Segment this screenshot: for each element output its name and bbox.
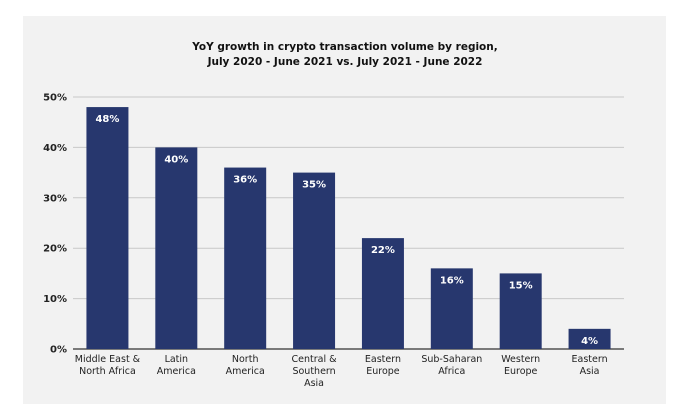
x-tick-label-line: Eastern bbox=[365, 354, 401, 365]
bar bbox=[568, 328, 611, 349]
bar bbox=[293, 172, 336, 349]
x-tick-label-line: America bbox=[226, 366, 265, 377]
data-label: 35% bbox=[302, 180, 326, 191]
bar bbox=[155, 147, 198, 349]
data-label: 16% bbox=[440, 275, 464, 286]
chart-panel bbox=[23, 16, 666, 404]
chart-title-line: July 2020 - June 2021 vs. July 2021 - Ju… bbox=[207, 56, 483, 68]
x-tick-label-line: Central & bbox=[292, 354, 338, 365]
x-tick-label: Latin America bbox=[157, 354, 196, 377]
x-tick-label: Western Europe bbox=[501, 354, 540, 377]
x-tick-label: Eastern Europe bbox=[365, 354, 401, 377]
bar bbox=[86, 107, 129, 349]
x-tick-label-line: Asia bbox=[304, 378, 324, 389]
data-label: 48% bbox=[95, 114, 119, 125]
bar bbox=[499, 273, 542, 349]
x-tick-label-line: Western bbox=[501, 354, 540, 365]
x-tick-label-line: Sub-Saharan bbox=[421, 354, 482, 365]
y-axis-ticks: 0% 10% 20% 30% 40% 50% bbox=[43, 93, 67, 356]
x-tick-label: Sub-Saharan Africa bbox=[421, 354, 482, 377]
x-tick-label-line: Eastern bbox=[572, 354, 608, 365]
y-tick-label: 40% bbox=[43, 143, 67, 154]
x-tick-label: Central & Southern Asia bbox=[292, 354, 338, 389]
y-tick-label: 50% bbox=[43, 93, 67, 104]
chart-title: YoY growth in crypto transaction volume … bbox=[191, 41, 498, 68]
data-label: 36% bbox=[233, 175, 257, 186]
x-tick-label-line: Asia bbox=[580, 366, 600, 377]
bar bbox=[430, 268, 473, 349]
x-tick-label-line: North Africa bbox=[79, 366, 136, 377]
bar bbox=[224, 167, 267, 349]
x-tick-label-line: Africa bbox=[438, 366, 465, 377]
y-tick-label: 0% bbox=[50, 345, 67, 356]
y-tick-label: 30% bbox=[43, 193, 67, 204]
x-tick-label-line: Southern bbox=[292, 366, 335, 377]
data-label: 40% bbox=[164, 154, 188, 165]
data-label: 15% bbox=[509, 280, 533, 291]
chart-title-line: YoY growth in crypto transaction volume … bbox=[191, 41, 498, 53]
x-tick-label: Eastern Asia bbox=[572, 354, 608, 377]
y-tick-label: 10% bbox=[43, 294, 67, 305]
x-tick-label-line: Middle East & bbox=[75, 354, 141, 365]
x-tick-label-line: North bbox=[232, 354, 259, 365]
data-label: 4% bbox=[581, 336, 598, 347]
x-tick-label: Middle East & North Africa bbox=[75, 354, 141, 377]
x-tick-label-line: Latin bbox=[165, 354, 189, 365]
x-tick-label-line: America bbox=[157, 366, 196, 377]
x-tick-label-line: Europe bbox=[366, 366, 400, 377]
bars bbox=[86, 107, 611, 349]
data-labels: 48% 40% 36% 35% 22% 16% 15% 4% bbox=[95, 114, 598, 347]
bar bbox=[361, 238, 404, 349]
x-tick-label-line: Europe bbox=[504, 366, 538, 377]
data-label: 22% bbox=[371, 245, 395, 256]
x-tick-label: North America bbox=[226, 354, 265, 377]
y-tick-label: 20% bbox=[43, 244, 67, 255]
